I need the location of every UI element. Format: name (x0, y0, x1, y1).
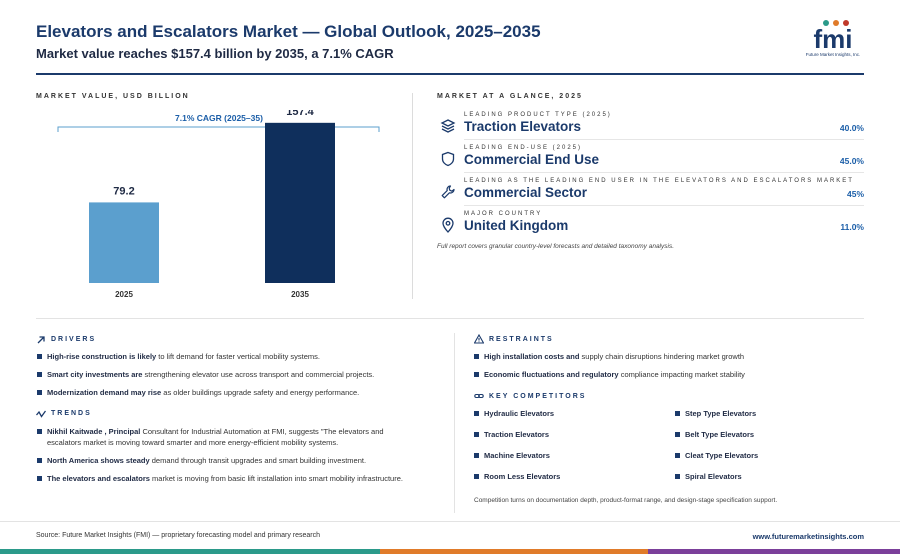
glance-note: Full report covers granular country-leve… (437, 243, 675, 250)
website-link[interactable]: www.futuremarketinsights.com (752, 532, 864, 541)
logo-wordmark: fmi (814, 24, 853, 54)
stripe-segment-orange (380, 549, 648, 554)
trends-heading: TRENDS (51, 410, 92, 417)
middle-divider (36, 318, 864, 319)
competitor-item: Machine Elevators (474, 451, 550, 460)
glance-value: 11.0% (840, 222, 864, 232)
market-value-chart: 7.1% CAGR (2025–35) 79.2 2025 157.4 2035 (57, 110, 380, 299)
competitor-item: Step Type Elevators (674, 409, 757, 418)
chart-section-label: MARKET VALUE, USD BILLION (36, 93, 190, 100)
trend-item: The elevators and escalators market is m… (37, 473, 417, 484)
glance-value: 45% (846, 189, 864, 199)
glance-row-divider (464, 205, 864, 206)
lower-section-divider (454, 333, 455, 513)
glance-row-divider (464, 139, 864, 140)
trend-item: North America shows steady demand throug… (37, 455, 417, 466)
header-rule (36, 73, 864, 75)
glance-row-divider (464, 172, 864, 173)
logo-tagline: Future Market Insights, Inc. (806, 52, 861, 57)
glance-small-label: LEADING AS THE LEADING END USER IN THE E… (464, 178, 854, 184)
footer-color-stripe (0, 549, 900, 554)
stripe-segment-teal (0, 549, 380, 554)
competitor-item: Hydraulic Elevators (473, 409, 555, 418)
glance-big-label: Commercial Sector (464, 185, 588, 200)
restraints-heading: RESTRAINTS (489, 336, 554, 343)
stripe-segment-purple (648, 549, 900, 554)
driver-item: High-rise construction is likely to lift… (37, 351, 417, 362)
trend-item: Nikhil Kaitwade , Principal Consultant f… (37, 426, 417, 448)
cagr-annotation: 7.1% CAGR (2025–35) (175, 113, 263, 123)
glance-small-label: LEADING PRODUCT TYPE (2025) (464, 112, 612, 118)
wrench-icon (441, 185, 455, 199)
competitor-item: Traction Elevators (473, 430, 550, 439)
cagr-bracket (57, 126, 380, 132)
bar-value-label: 79.2 (113, 185, 134, 197)
competitors-note: Competition turns on documentation depth… (474, 497, 778, 504)
drivers-heading: DRIVERS (51, 336, 97, 343)
glance-small-label: MAJOR COUNTRY (464, 211, 543, 217)
fmi-logo: fmi Future Market Insights, Inc. (806, 20, 861, 57)
glance-big-label: United Kingdom (464, 218, 569, 233)
page-subtitle: Market value reaches $157.4 billion by 2… (36, 46, 394, 61)
competitor-item: Spiral Elevators (675, 472, 742, 481)
arrow-up-right-icon (37, 336, 45, 344)
bar-value-label: 157.4 (286, 110, 314, 118)
location-pin-icon (442, 217, 454, 233)
bar-2025 (89, 202, 159, 283)
footer-rule (0, 521, 900, 522)
restraint-item: Economic fluctuations and regulatory com… (474, 369, 864, 380)
warning-triangle-icon (474, 334, 484, 344)
glance-big-label: Commercial End Use (464, 152, 600, 167)
glance-small-label: LEADING END-USE (2025) (464, 145, 583, 151)
competitor-item: Belt Type Elevators (674, 430, 755, 439)
shield-icon (441, 151, 455, 167)
page-title: Elevators and Escalators Market — Global… (36, 22, 541, 41)
glance-section-label: MARKET AT A GLANCE, 2025 (437, 93, 583, 100)
driver-item: Smart city investments are strengthening… (37, 369, 417, 380)
section-divider (412, 93, 413, 299)
restraint-item: High installation costs and supply chain… (474, 351, 864, 362)
x-tick-label: 2035 (291, 290, 309, 299)
x-tick-label: 2025 (115, 290, 133, 299)
competitors-heading: KEY COMPETITORS (489, 393, 587, 400)
glance-row-end-user: LEADING AS THE LEADING END USER IN THE E… (437, 178, 865, 210)
glance-row-country: MAJOR COUNTRY United Kingdom 11.0% (437, 211, 865, 243)
glance-value: 45.0% (839, 156, 864, 166)
link-icon (474, 393, 484, 399)
glance-row-end-use: LEADING END-USE (2025) Commercial End Us… (437, 145, 865, 177)
trend-line-icon (36, 410, 46, 418)
source-note: Source: Future Market Insights (FMI) — p… (36, 532, 320, 539)
glance-value: 40.0% (839, 123, 864, 133)
competitor-item: Room Less Elevators (473, 472, 561, 481)
glance-big-label: Traction Elevators (464, 119, 582, 134)
driver-item: Modernization demand may rise as older b… (37, 387, 417, 398)
layers-icon (440, 119, 456, 133)
bar-2035 (265, 122, 335, 283)
competitor-item: Cleat Type Elevators (674, 451, 759, 460)
glance-row-product-type: LEADING PRODUCT TYPE (2025) Traction Ele… (437, 112, 865, 144)
